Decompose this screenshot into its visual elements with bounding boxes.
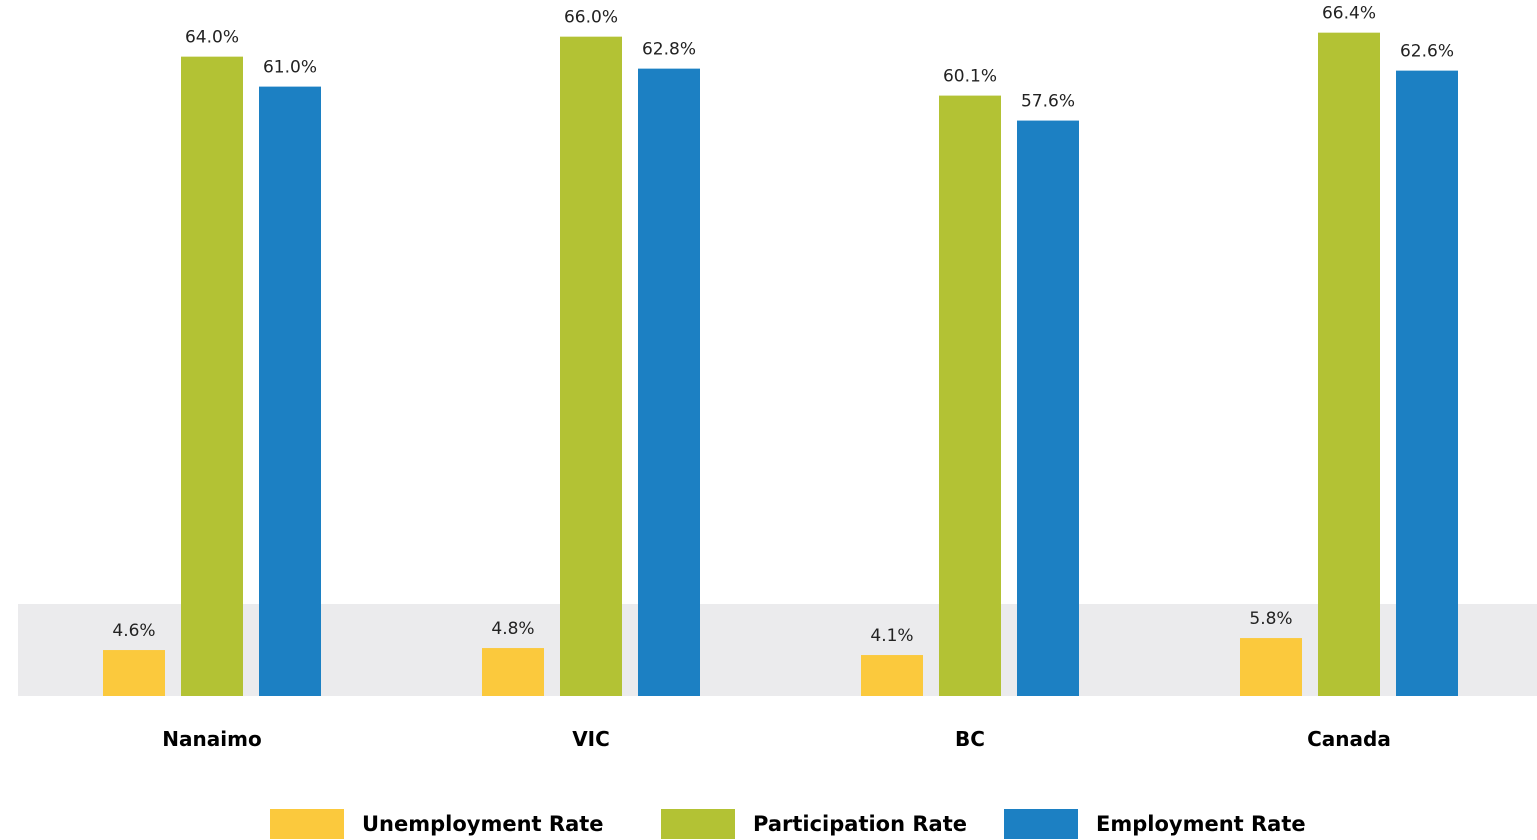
bar-bc-participation-rate bbox=[939, 95, 1001, 696]
bar-canada-unemployment-rate bbox=[1240, 638, 1302, 696]
category-label-vic: VIC bbox=[572, 727, 610, 751]
value-label-nanaimo-employment-rate: 61.0% bbox=[263, 58, 317, 78]
category-label-bc: BC bbox=[955, 727, 985, 751]
legend-swatch-employment bbox=[1004, 809, 1078, 839]
value-label-vic-unemployment-rate: 4.8% bbox=[491, 619, 534, 639]
category-label-nanaimo: Nanaimo bbox=[162, 727, 261, 751]
legend-item-participation: Participation Rate bbox=[661, 808, 967, 840]
value-label-bc-unemployment-rate: 4.1% bbox=[870, 626, 913, 646]
category-labels-group: Nanaimo VIC BC Canada bbox=[162, 727, 1391, 751]
legend-swatch-participation bbox=[661, 809, 735, 839]
bar-vic-unemployment-rate bbox=[482, 648, 544, 696]
value-label-bc-participation-rate: 60.1% bbox=[943, 67, 997, 87]
value-label-canada-employment-rate: 62.6% bbox=[1400, 42, 1454, 62]
value-label-nanaimo-participation-rate: 64.0% bbox=[185, 28, 239, 48]
value-label-vic-employment-rate: 62.8% bbox=[642, 40, 696, 60]
bar-vic-participation-rate bbox=[560, 36, 622, 697]
bar-vic-employment-rate bbox=[638, 68, 700, 697]
legend-label-employment: Employment Rate bbox=[1096, 812, 1306, 836]
value-label-nanaimo-unemployment-rate: 4.6% bbox=[112, 621, 155, 641]
legend-item-employment: Employment Rate bbox=[1004, 808, 1306, 840]
value-label-canada-participation-rate: 66.4% bbox=[1322, 4, 1376, 24]
bar-bc-employment-rate bbox=[1017, 120, 1079, 697]
value-label-canada-unemployment-rate: 5.8% bbox=[1249, 609, 1292, 629]
bar-nanaimo-employment-rate bbox=[259, 86, 321, 697]
bar-canada-employment-rate bbox=[1396, 70, 1458, 697]
bar-chart: 4.6% 64.0% 61.0% 4.8% 66.0% 62.8% 4.1% 60.1% 57.… bbox=[18, 4, 1537, 751]
legend-swatch-unemployment bbox=[270, 809, 344, 839]
value-labels-group: 4.6% 64.0% 61.0% 4.8% 66.0% 62.8% 4.1% 60.1% 57.… bbox=[112, 4, 1454, 646]
legend-label-participation: Participation Rate bbox=[753, 812, 967, 836]
value-label-vic-participation-rate: 66.0% bbox=[564, 8, 618, 28]
baseline-band bbox=[18, 604, 1537, 696]
bar-nanaimo-unemployment-rate bbox=[103, 650, 165, 696]
bar-nanaimo-participation-rate bbox=[181, 56, 243, 696]
legend-item-unemployment: Unemployment Rate bbox=[270, 808, 604, 840]
legend: Unemployment Rate Participation Rate Emp… bbox=[0, 808, 1537, 840]
bar-bc-unemployment-rate bbox=[861, 655, 923, 696]
value-label-bc-employment-rate: 57.6% bbox=[1021, 92, 1075, 112]
category-label-canada: Canada bbox=[1307, 727, 1391, 751]
bars-group bbox=[103, 32, 1458, 697]
bar-canada-participation-rate bbox=[1318, 32, 1380, 696]
legend-label-unemployment: Unemployment Rate bbox=[362, 812, 604, 836]
